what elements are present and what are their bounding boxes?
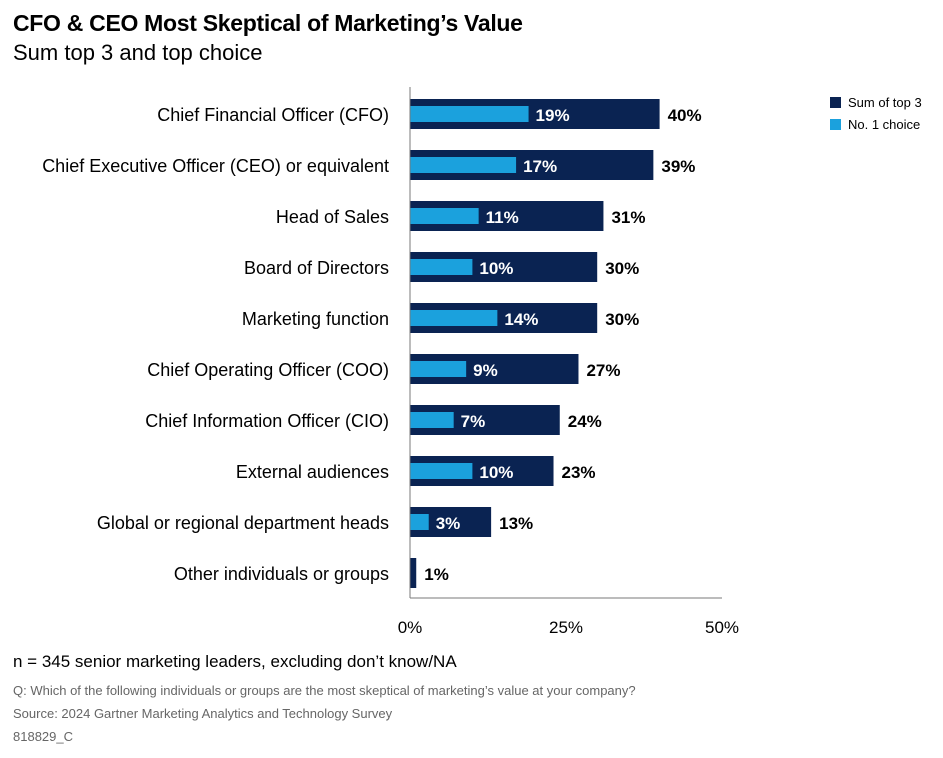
category-label: Chief Operating Officer (COO) [147, 360, 389, 380]
chart-subtitle: Sum top 3 and top choice [13, 40, 263, 65]
data-label-sum-top3: 30% [605, 259, 639, 278]
category-label: Head of Sales [276, 207, 389, 227]
category-label: Chief Information Officer (CIO) [145, 411, 389, 431]
data-label-sum-top3: 30% [605, 310, 639, 329]
data-label-no1-choice: 11% [486, 208, 519, 227]
data-label-no1-choice: 17% [523, 157, 557, 176]
figure-code: 818829_C [13, 729, 73, 744]
source-note: Source: 2024 Gartner Marketing Analytics… [13, 706, 393, 721]
bar-no1-choice [410, 514, 429, 530]
data-label-sum-top3: 27% [586, 361, 620, 380]
data-label-sum-top3: 1% [424, 565, 449, 584]
x-tick-label: 0% [398, 618, 423, 637]
bar-no1-choice [410, 310, 498, 326]
x-tick-label: 25% [549, 618, 583, 637]
data-label-sum-top3: 31% [611, 208, 645, 227]
x-tick-label: 50% [705, 618, 739, 637]
category-label: Global or regional department heads [97, 513, 389, 533]
legend-label: Sum of top 3 [848, 95, 922, 110]
bar-no1-choice [410, 157, 517, 173]
data-label-no1-choice: 9% [473, 361, 498, 380]
bar-no1-choice [410, 412, 454, 428]
data-label-no1-choice: 14% [504, 310, 538, 329]
data-label-sum-top3: 23% [562, 463, 596, 482]
bar-sum-top3 [410, 558, 417, 588]
sample-note: n = 345 senior marketing leaders, exclud… [13, 652, 457, 671]
bar-no1-choice [410, 259, 473, 275]
bar-chart: Chief Financial Officer (CFO) 40% 19% Chief… [42, 87, 922, 637]
legend-swatch [830, 119, 841, 130]
data-label-sum-top3: 13% [499, 514, 533, 533]
data-label-no1-choice: 19% [536, 106, 570, 125]
bar-no1-choice [410, 106, 529, 122]
category-label: External audiences [236, 462, 389, 482]
data-label-no1-choice: 3% [436, 514, 461, 533]
question-note: Q: Which of the following individuals or… [13, 683, 636, 698]
category-label: Chief Financial Officer (CFO) [157, 105, 389, 125]
data-label-no1-choice: 10% [479, 463, 513, 482]
data-label-no1-choice: 7% [461, 412, 486, 431]
data-label-sum-top3: 24% [568, 412, 602, 431]
category-label: Marketing function [242, 309, 389, 329]
data-label-sum-top3: 39% [661, 157, 695, 176]
chart-title: CFO & CEO Most Skeptical of Marketing’s … [13, 10, 523, 36]
data-label-no1-choice: 10% [479, 259, 513, 278]
category-label: Board of Directors [244, 258, 389, 278]
data-label-sum-top3: 40% [668, 106, 702, 125]
bar-no1-choice [410, 463, 473, 479]
bar-no1-choice [410, 361, 467, 377]
bar-no1-choice [410, 208, 479, 224]
legend-swatch [830, 97, 841, 108]
legend-label: No. 1 choice [848, 117, 920, 132]
category-label: Chief Executive Officer (CEO) or equival… [42, 156, 389, 176]
category-label: Other individuals or groups [174, 564, 389, 584]
